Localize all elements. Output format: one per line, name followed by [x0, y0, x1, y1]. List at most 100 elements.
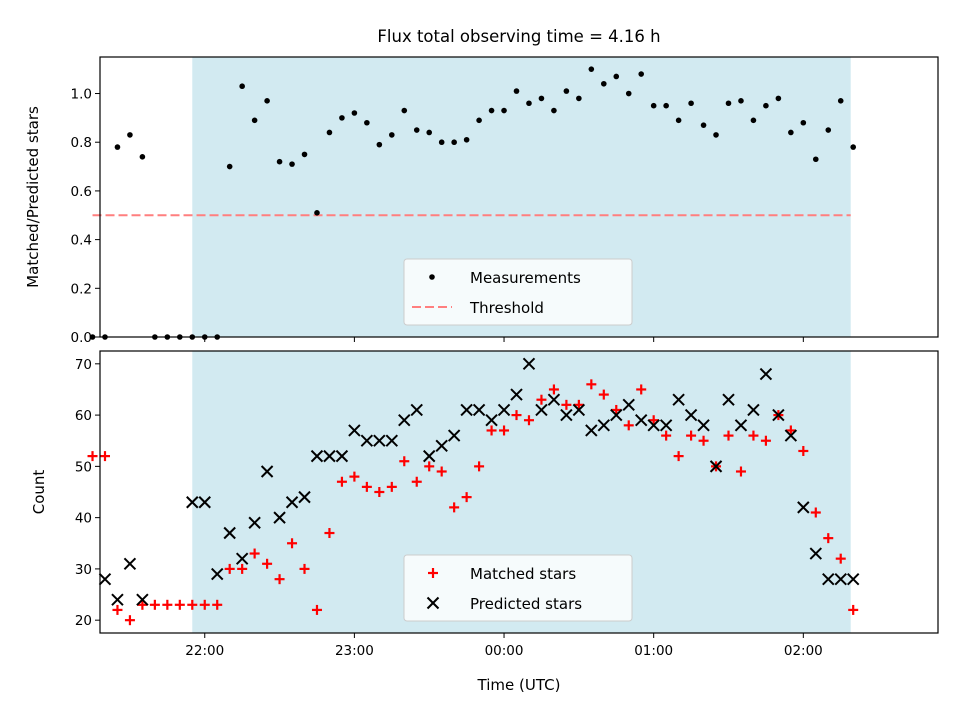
legend-box: [403, 258, 633, 326]
predicted-star-point: [360, 434, 374, 447]
y-tick-label: 30: [75, 562, 92, 578]
measurement-point: [788, 129, 794, 136]
legend-box: [403, 554, 633, 622]
predicted-star-point: [722, 393, 735, 406]
measurement-point: [476, 117, 482, 124]
predicted-marker-b: [846, 572, 860, 586]
measurement-point: [638, 71, 645, 77]
y-tick-label: 60: [75, 408, 92, 424]
measurement-point: [376, 141, 383, 148]
y-tick-label: 0.6: [71, 184, 92, 200]
measurement-point: [339, 115, 345, 121]
measurement-point: [551, 107, 557, 114]
predicted-marker-b: [310, 449, 324, 463]
matched-star-point: [611, 404, 622, 415]
predicted-marker-b: [510, 388, 523, 401]
measurement-point: [326, 129, 333, 136]
predicted-marker-b: [248, 516, 261, 529]
measurement-point: [750, 117, 757, 124]
matched-star-point: [361, 481, 372, 492]
predicted-marker-b: [260, 465, 274, 478]
matched-star-point: [523, 415, 534, 426]
matched-star-point: [262, 558, 273, 569]
predicted-marker-b: [747, 403, 760, 417]
matched-star-point: [586, 379, 597, 390]
predicted-star-point: [335, 449, 349, 463]
matched-star-point: [386, 481, 397, 492]
predicted-marker-b: [635, 414, 648, 427]
measurement-point: [226, 163, 233, 170]
predicted-marker-b: [373, 434, 386, 447]
measurement-point: [438, 139, 445, 146]
count-panel: 20 30 40 50 60 70 22:00 23:00 00:00 01:00 02:00 Cou…: [30, 350, 939, 694]
predicted-star-point: [834, 572, 847, 586]
predicted-marker-b: [497, 403, 511, 417]
predicted-star-point: [772, 408, 785, 422]
predicted-marker-b: [684, 408, 698, 422]
y-tick-label: 50: [75, 459, 92, 475]
matched-star-point: [474, 461, 485, 472]
predicted-marker-b: [211, 567, 224, 581]
matched-star-point: [686, 430, 697, 441]
measurement-point: [850, 144, 857, 150]
predicted-marker-b: [772, 408, 785, 422]
predicted-marker-b: [672, 393, 685, 406]
predicted-marker-b: [223, 526, 236, 540]
predicted-marker-b: [597, 419, 611, 432]
measurement-point: [538, 95, 545, 102]
predicted-marker-b: [235, 552, 249, 565]
predicted-marker-b: [323, 449, 336, 463]
measurement-point: [588, 66, 595, 72]
measurement-point: [413, 127, 420, 133]
matched-star-point: [137, 599, 148, 610]
matched-star-point: [224, 563, 235, 574]
measurement-point: [613, 73, 620, 80]
predicted-marker-b: [285, 496, 299, 509]
matched-star-point: [449, 502, 460, 513]
measurement-point: [725, 100, 732, 107]
matched-star-point: [187, 599, 198, 610]
measurement-point: [127, 132, 133, 138]
predicted-star-point: [734, 419, 748, 432]
legend-matched-label: Matched stars: [470, 565, 576, 583]
y-tick-label: 0.0: [71, 330, 92, 346]
predicted-star-point: [273, 511, 286, 524]
predicted-star-point: [797, 501, 810, 514]
measurement-point: [812, 156, 819, 163]
predicted-marker-b: [709, 460, 723, 473]
matched-star-point: [823, 533, 834, 544]
measurement-point: [501, 107, 507, 114]
predicted-marker-b: [572, 403, 586, 417]
predicted-marker-b: [335, 449, 349, 463]
predicted-marker-b: [111, 593, 124, 606]
predicted-star-point: [435, 439, 448, 453]
y-axis-label: Count: [30, 470, 48, 515]
measurement-point: [700, 122, 707, 128]
predicted-star-point: [684, 408, 698, 422]
axes-frame: [99, 350, 939, 634]
predicted-star-point: [635, 414, 648, 427]
matched-star-point: [399, 456, 410, 467]
matched-star-point: [149, 599, 160, 610]
matched-star-point: [212, 599, 223, 610]
predicted-star-point: [747, 403, 760, 417]
y-tick-label: 1.0: [71, 87, 92, 103]
predicted-marker-b: [273, 511, 286, 524]
measurement-point: [738, 98, 744, 104]
matched-star-point: [673, 451, 684, 462]
predicted-star-point: [248, 516, 261, 529]
predicted-marker-b: [360, 434, 374, 447]
predicted-star-point: [572, 403, 586, 417]
matched-star-point: [112, 604, 123, 615]
predicted-marker-b: [348, 424, 361, 437]
legend-threshold-label: Threshold: [469, 299, 544, 317]
measurement-point: [563, 88, 570, 94]
predicted-marker-b: [535, 403, 548, 417]
matched-star-point: [573, 399, 584, 410]
matched-star-point: [536, 394, 547, 405]
y-tick-label: 20: [75, 613, 92, 629]
predicted-marker-b: [410, 403, 423, 417]
predicted-star-point: [560, 408, 573, 422]
predicted-marker-b: [447, 429, 461, 442]
